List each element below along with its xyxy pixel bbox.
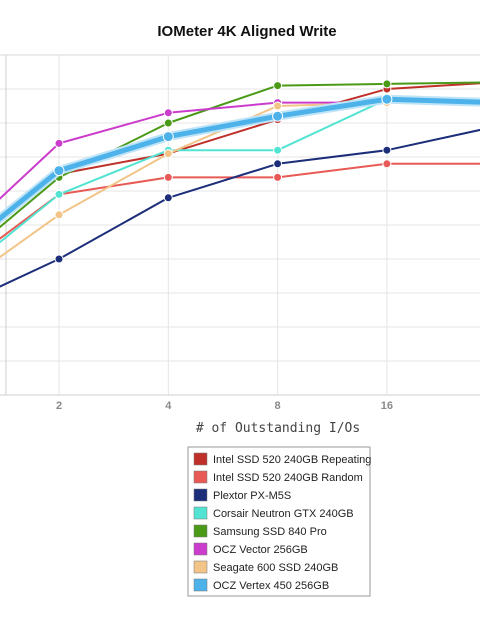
legend-swatch [193,470,208,484]
legend-label: Samsung SSD 840 Pro [213,526,327,538]
legend-label: Intel SSD 520 240GB Random [213,472,363,484]
legend: Intel SSD 520 240GB Repeating Intel SSD 5… [187,446,371,597]
data-point [163,172,173,182]
data-point [272,110,284,122]
series-line [0,96,480,222]
data-point [53,165,65,177]
data-point [54,210,64,220]
legend-label: OCZ Vertex 450 256GB [213,580,329,592]
x-tick-label: 8 [275,400,281,412]
data-point [54,138,64,148]
data-point [382,145,392,155]
data-point [273,101,283,111]
legend-label: Intel SSD 520 240GB Repeating [213,454,371,466]
legend-swatch [193,506,208,520]
legend-label: OCZ Vector 256GB [213,544,308,556]
x-axis-label: # of Outstanding I/Os [196,421,360,436]
x-axis-ticks: 2 4 8 16 [56,400,393,412]
legend-label: Plextor PX-M5S [213,490,291,502]
data-point [273,159,283,169]
legend-swatch [193,578,208,592]
legend-label: Corsair Neutron GTX 240GB [213,508,354,520]
plot-area [0,54,480,396]
legend-swatch [193,524,208,538]
data-point [163,118,173,128]
x-tick-label: 2 [56,400,62,412]
data-point [54,254,64,264]
legend-swatch [193,488,208,502]
legend-swatch [193,452,208,466]
data-point [163,149,173,159]
data-point [273,172,283,182]
data-point [273,81,283,91]
data-point [382,159,392,169]
legend-swatch [193,542,208,556]
data-point [162,131,174,143]
legend-swatch [193,560,208,574]
legend-label: Seagate 600 SSD 240GB [213,562,338,574]
data-point [163,193,173,203]
x-tick-label: 4 [165,400,172,412]
data-point [54,189,64,199]
legend-box [187,446,371,597]
data-point [382,79,392,89]
x-tick-label: 16 [381,400,393,412]
chart-title: IOMeter 4K Aligned Write [157,23,336,40]
data-point [381,93,393,105]
data-point [163,108,173,118]
series-line [0,128,480,288]
data-point [273,145,283,155]
series-line [0,81,480,229]
series-group [0,79,480,288]
